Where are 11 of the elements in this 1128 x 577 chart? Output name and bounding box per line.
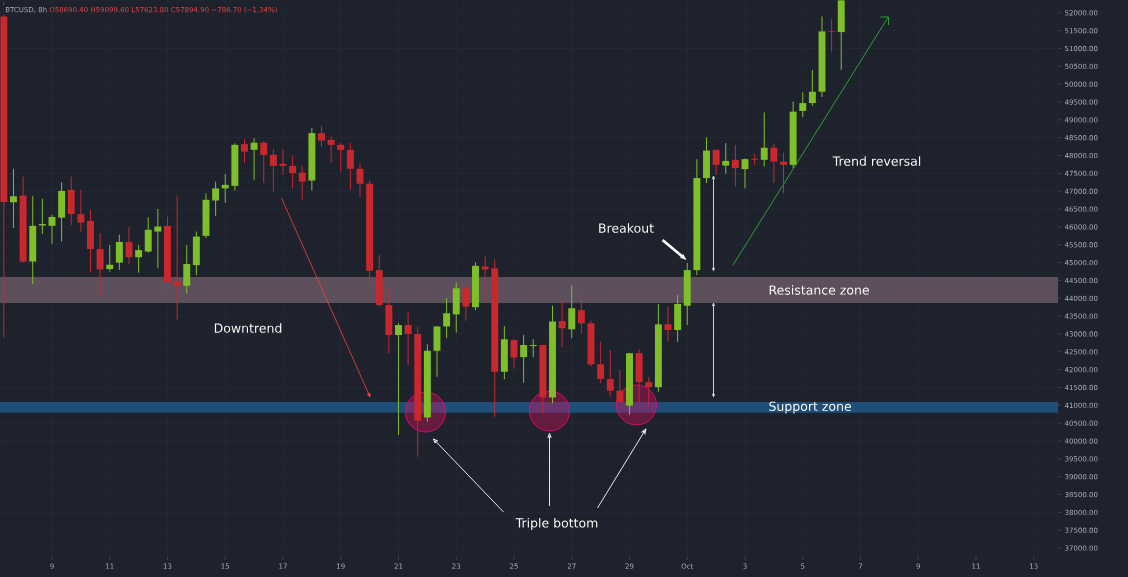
annotation: Downtrend	[214, 323, 282, 333]
annotation: Trend reversal	[832, 156, 921, 166]
annotation: Triple bottom	[515, 517, 598, 531]
band-label: Resistance zone	[769, 285, 869, 295]
band-label: Support zone	[769, 401, 852, 414]
candlestick	[722, 142, 730, 175]
candlestick	[212, 181, 220, 217]
candlestick	[828, 18, 836, 53]
candlestick	[241, 138, 248, 164]
annotation: Breakout	[599, 223, 654, 233]
candlestick	[318, 125, 325, 148]
